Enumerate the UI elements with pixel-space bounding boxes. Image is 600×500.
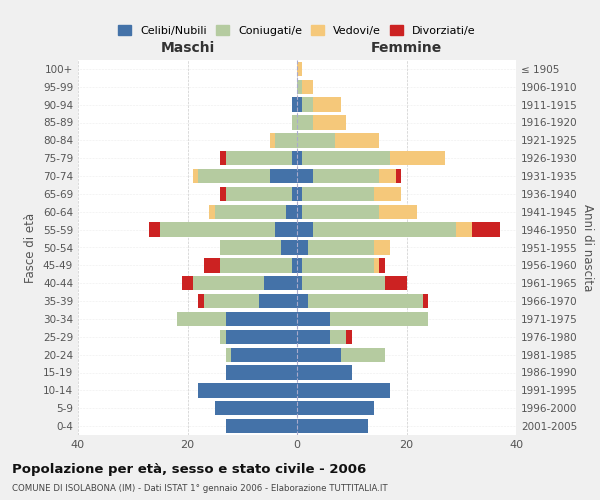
Bar: [220, 258, 292, 272]
Text: Maschi: Maschi: [160, 40, 215, 54]
Bar: [385, 276, 407, 290]
Bar: [297, 258, 302, 272]
Bar: [269, 169, 297, 183]
Bar: [204, 294, 259, 308]
Bar: [297, 98, 302, 112]
Bar: [182, 276, 193, 290]
Legend: Celibi/Nubili, Coniugati/e, Vedovi/e, Divorziati/e: Celibi/Nubili, Coniugati/e, Vedovi/e, Di…: [114, 20, 480, 40]
Bar: [297, 383, 390, 398]
Text: Popolazione per età, sesso e stato civile - 2006: Popolazione per età, sesso e stato civil…: [12, 462, 366, 475]
Bar: [193, 169, 199, 183]
Bar: [220, 240, 281, 254]
Bar: [313, 116, 346, 130]
Bar: [226, 151, 292, 166]
Bar: [297, 116, 313, 130]
Bar: [199, 169, 269, 183]
Bar: [346, 330, 352, 344]
Bar: [259, 294, 297, 308]
Bar: [275, 133, 297, 148]
Bar: [204, 258, 220, 272]
Bar: [297, 187, 302, 201]
Bar: [335, 133, 379, 148]
Bar: [220, 330, 226, 344]
Bar: [292, 187, 297, 201]
Y-axis label: Fasce di età: Fasce di età: [25, 212, 37, 282]
Bar: [226, 330, 297, 344]
Bar: [297, 80, 302, 94]
Bar: [226, 187, 292, 201]
Bar: [302, 276, 385, 290]
Bar: [281, 240, 297, 254]
Bar: [302, 98, 313, 112]
Bar: [226, 419, 297, 433]
Bar: [330, 312, 428, 326]
Bar: [275, 222, 297, 237]
Bar: [264, 276, 297, 290]
Bar: [423, 294, 428, 308]
Bar: [297, 294, 308, 308]
Bar: [302, 151, 390, 166]
Bar: [302, 204, 379, 219]
Bar: [149, 222, 160, 237]
Bar: [313, 222, 456, 237]
Bar: [297, 330, 330, 344]
Bar: [297, 222, 313, 237]
Bar: [209, 204, 215, 219]
Bar: [313, 98, 341, 112]
Bar: [226, 348, 232, 362]
Bar: [176, 312, 226, 326]
Bar: [292, 151, 297, 166]
Bar: [160, 222, 275, 237]
Bar: [341, 348, 385, 362]
Bar: [395, 169, 401, 183]
Bar: [297, 366, 352, 380]
Bar: [286, 204, 297, 219]
Bar: [379, 258, 385, 272]
Bar: [199, 383, 297, 398]
Bar: [226, 366, 297, 380]
Bar: [297, 240, 308, 254]
Bar: [297, 62, 302, 76]
Bar: [297, 151, 302, 166]
Bar: [226, 312, 297, 326]
Bar: [302, 187, 374, 201]
Bar: [302, 258, 374, 272]
Bar: [220, 187, 226, 201]
Bar: [472, 222, 500, 237]
Bar: [456, 222, 472, 237]
Text: Femmine: Femmine: [371, 40, 442, 54]
Bar: [374, 240, 390, 254]
Bar: [374, 187, 401, 201]
Bar: [297, 276, 302, 290]
Bar: [199, 294, 204, 308]
Bar: [215, 204, 286, 219]
Bar: [313, 169, 379, 183]
Bar: [269, 133, 275, 148]
Bar: [292, 98, 297, 112]
Bar: [390, 151, 445, 166]
Bar: [232, 348, 297, 362]
Y-axis label: Anni di nascita: Anni di nascita: [581, 204, 594, 291]
Bar: [193, 276, 264, 290]
Text: COMUNE DI ISOLABONA (IM) - Dati ISTAT 1° gennaio 2006 - Elaborazione TUTTITALIA.: COMUNE DI ISOLABONA (IM) - Dati ISTAT 1°…: [12, 484, 388, 493]
Bar: [330, 330, 346, 344]
Bar: [379, 169, 395, 183]
Bar: [292, 116, 297, 130]
Bar: [220, 151, 226, 166]
Bar: [308, 240, 374, 254]
Bar: [297, 401, 374, 415]
Bar: [302, 80, 313, 94]
Bar: [215, 401, 297, 415]
Bar: [292, 258, 297, 272]
Bar: [297, 204, 302, 219]
Bar: [297, 133, 335, 148]
Bar: [297, 419, 368, 433]
Bar: [297, 348, 341, 362]
Bar: [374, 258, 379, 272]
Bar: [297, 169, 313, 183]
Bar: [297, 312, 330, 326]
Bar: [379, 204, 418, 219]
Bar: [308, 294, 423, 308]
